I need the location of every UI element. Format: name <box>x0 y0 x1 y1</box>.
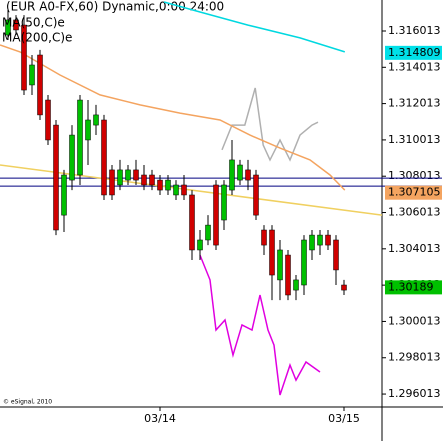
y-tick-label: 1.316013 <box>388 24 441 37</box>
legend-entry: MA(200,C)e <box>2 31 72 45</box>
candle-body <box>189 194 195 251</box>
overlay-line <box>221 87 319 162</box>
y-tick-label: 1.314013 <box>388 60 441 73</box>
candle-body <box>309 234 315 251</box>
price-tag-label: 1.30189 <box>388 280 434 293</box>
candle-body <box>333 239 339 271</box>
moving-average <box>163 1 346 53</box>
candle-body <box>141 174 147 186</box>
candle-body <box>133 169 139 181</box>
chart-title: (EUR A0-FX,60) Dynamic,0:00 24:00 <box>6 0 224 14</box>
candle-body <box>221 184 227 221</box>
candle-body <box>229 159 235 191</box>
candle-body <box>245 169 251 181</box>
candle-body <box>77 99 83 176</box>
candle-body <box>109 169 115 196</box>
price-tag <box>385 280 442 295</box>
candle-body <box>125 169 131 181</box>
candle-body <box>317 234 323 246</box>
candle-body <box>85 119 91 141</box>
candle-body <box>21 24 27 91</box>
candle-body <box>205 224 211 241</box>
candle-body <box>45 99 51 141</box>
y-tick-label: 1.298013 <box>388 351 441 364</box>
candle-body <box>237 164 243 181</box>
y-tick-label: 1.304013 <box>388 242 441 255</box>
candle-body <box>293 279 299 291</box>
candle-body <box>301 239 307 286</box>
candle-body <box>13 19 19 31</box>
moving-average <box>0 44 346 191</box>
candle-body <box>277 249 283 281</box>
candle-body <box>285 254 291 296</box>
candle-body <box>165 179 171 191</box>
overlay-line <box>199 254 321 396</box>
candle-body <box>37 54 43 116</box>
candle-body <box>173 184 179 196</box>
price-tag <box>385 45 442 60</box>
candle-body <box>197 239 203 251</box>
candle-body <box>93 114 99 126</box>
candle-body <box>341 284 347 291</box>
candle-body <box>325 234 331 246</box>
y-tick-label: 1.312013 <box>388 97 441 110</box>
candle-body <box>261 229 267 246</box>
candle-body <box>5 19 11 36</box>
candle-body <box>53 124 59 231</box>
candle-body <box>61 174 67 216</box>
copyright: © eSignal, 2010 <box>3 399 52 406</box>
y-tick-label: 1.310013 <box>388 133 441 146</box>
y-tick-label: 1.308013 <box>388 169 441 182</box>
candle-body <box>269 229 275 276</box>
candle-body <box>69 134 75 181</box>
y-tick-label: 1.300013 <box>388 314 441 327</box>
candle-body <box>181 184 187 196</box>
candle-body <box>29 64 35 86</box>
candle-body <box>149 174 155 186</box>
x-tick-label: 03/14 <box>144 412 176 425</box>
candle-body <box>117 169 123 186</box>
price-tag-label: 1.314809 <box>388 46 441 59</box>
candle-body <box>101 119 107 196</box>
candle-body <box>253 174 259 216</box>
x-tick-label: 03/15 <box>328 412 360 425</box>
y-tick-label: 1.296013 <box>388 387 441 400</box>
candle-body <box>157 179 163 191</box>
candle-body <box>213 184 219 246</box>
price-tag <box>385 185 442 200</box>
legend-entry: MA(50,C)e <box>2 16 65 30</box>
price-tag-label: 1.307105 <box>388 186 441 199</box>
y-tick-label: 1.306013 <box>388 206 441 219</box>
